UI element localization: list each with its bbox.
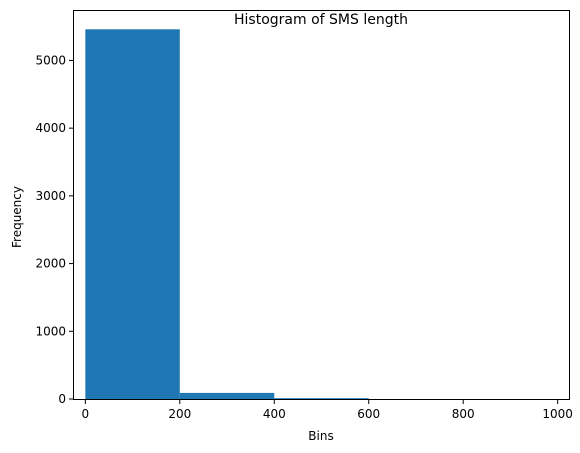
chart-title: Histogram of SMS length (234, 12, 408, 28)
x-axis-label: Bins (308, 429, 333, 443)
x-tick-label: 600 (357, 407, 380, 421)
y-tick-label: 3000 (35, 189, 66, 203)
histogram-bar-2 (274, 398, 369, 399)
histogram-bar-0 (85, 29, 180, 400)
y-tick-label: 5000 (35, 53, 66, 67)
y-tick-label: 0 (58, 392, 66, 406)
y-axis-label: Frequency (10, 186, 24, 248)
y-tick-label: 1000 (35, 324, 66, 338)
bars-group (85, 29, 369, 400)
y-tick-label: 4000 (35, 121, 66, 135)
y-tick-label: 2000 (35, 257, 66, 271)
plot-frame (73, 10, 570, 400)
x-tick-label: 800 (452, 407, 475, 421)
x-tick-label: 400 (263, 407, 286, 421)
x-tick-label: 0 (82, 407, 90, 421)
histogram-bar-1 (179, 392, 275, 399)
x-tick-label: 1000 (542, 407, 573, 421)
x-axis-ticks: 0 200 400 600 800 1000 (82, 399, 573, 421)
y-axis-ticks: 0 1000 2000 3000 4000 5000 (35, 53, 74, 406)
x-tick-label: 200 (168, 407, 191, 421)
